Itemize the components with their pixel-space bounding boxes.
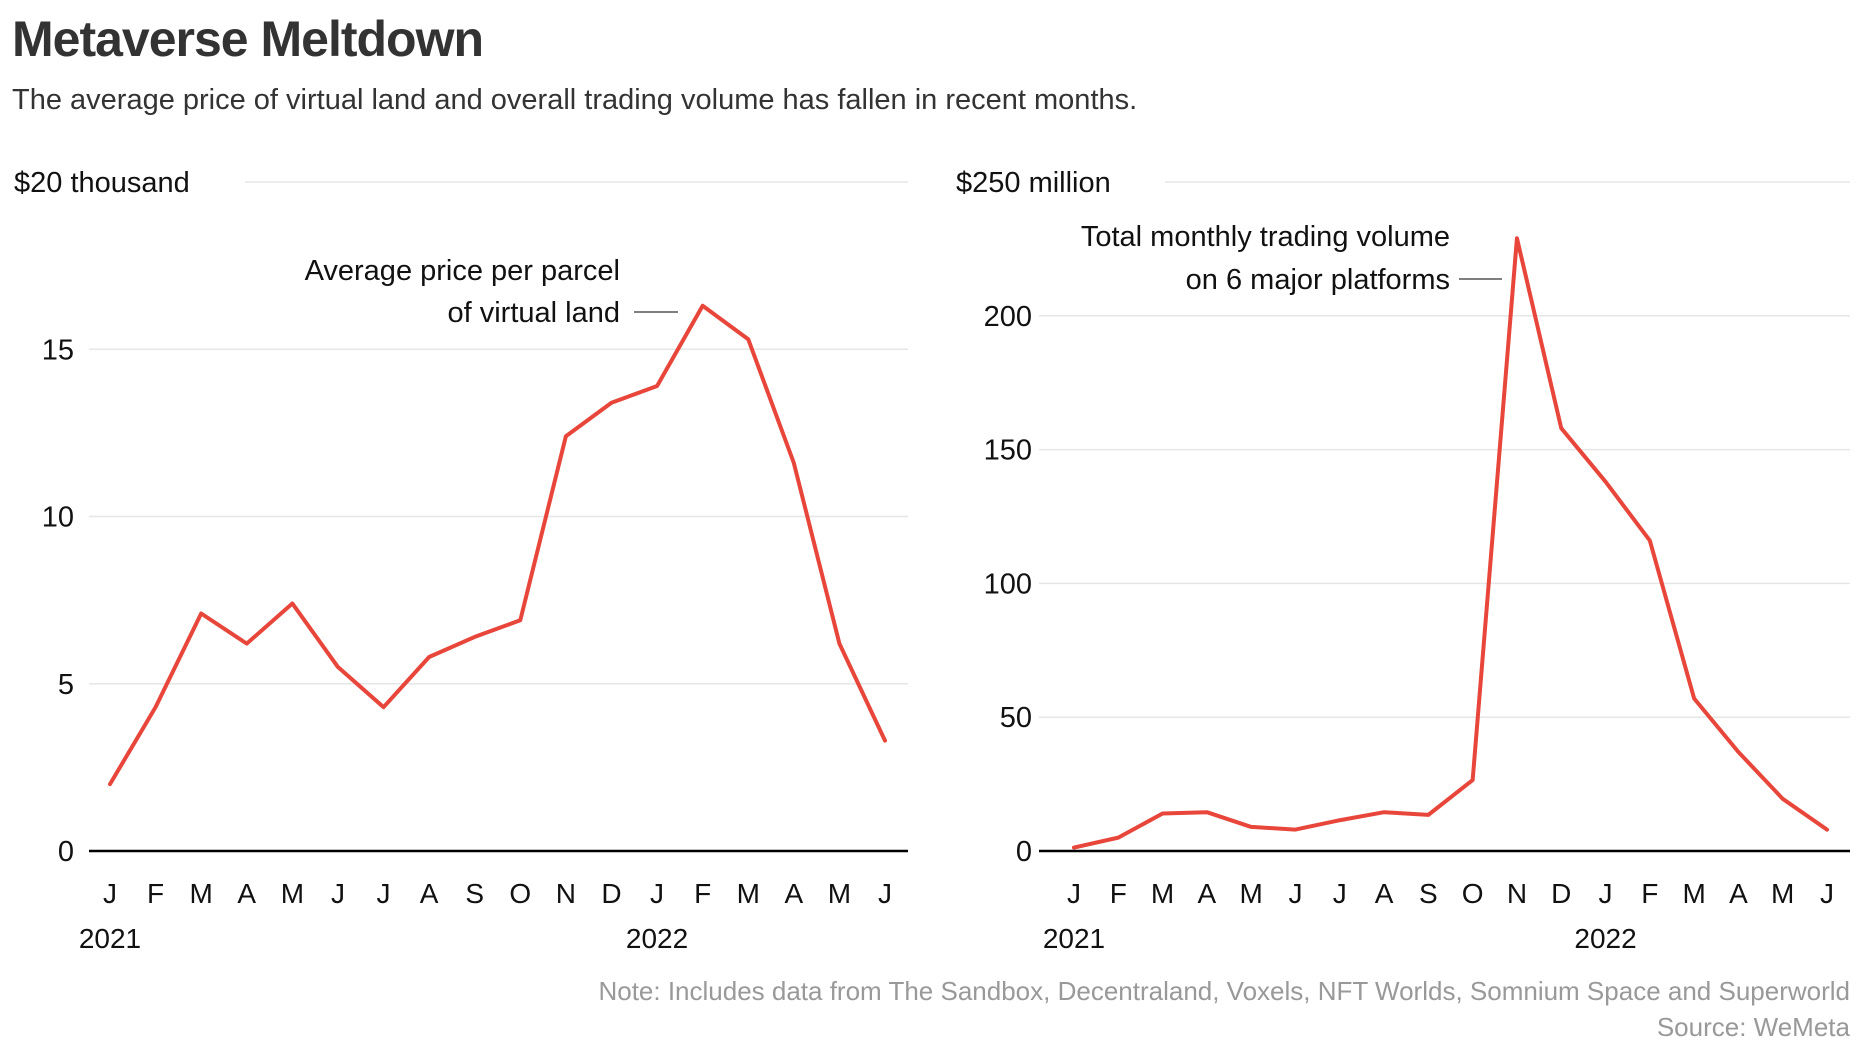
x-tick-label: S xyxy=(1419,878,1438,909)
x-tick-label: S xyxy=(465,878,484,909)
year-label: 2021 xyxy=(79,923,141,954)
x-tick-label: J xyxy=(1599,878,1613,909)
x-tick-label: A xyxy=(1729,878,1748,909)
y-tick-label: 100 xyxy=(984,568,1032,600)
y-tick-label: 200 xyxy=(984,301,1032,333)
y-tick-label: 0 xyxy=(58,836,74,868)
annotation-line-1: Total monthly trading volume xyxy=(1081,221,1450,253)
x-tick-label: J xyxy=(1333,878,1347,909)
x-tick-label: M xyxy=(1682,878,1705,909)
x-tick-label: J xyxy=(1820,878,1834,909)
x-tick-label: A xyxy=(1375,878,1394,909)
x-tick-label: M xyxy=(1240,878,1263,909)
y-tick-label: 150 xyxy=(984,435,1032,467)
x-tick-label: F xyxy=(1110,878,1127,909)
x-tick-label: M xyxy=(190,878,213,909)
x-tick-label: N xyxy=(1507,878,1527,909)
x-tick-label: D xyxy=(601,878,621,909)
chart-title: Metaverse Meltdown xyxy=(12,11,484,67)
x-tick-label: J xyxy=(377,878,391,909)
x-tick-label: F xyxy=(694,878,711,909)
annotation-line-2: of virtual land xyxy=(448,297,621,329)
series-line xyxy=(1072,236,1829,850)
note: Note: Includes data from The Sandbox, De… xyxy=(598,976,1850,1006)
x-tick-label: M xyxy=(1771,878,1794,909)
chart-subtitle: The average price of virtual land and ov… xyxy=(12,84,1138,116)
x-tick-label: A xyxy=(237,878,256,909)
x-tick-label: O xyxy=(509,878,531,909)
x-tick-label: M xyxy=(1151,878,1174,909)
x-tick-label: O xyxy=(1462,878,1484,909)
x-tick-label: F xyxy=(1641,878,1658,909)
source: Source: WeMeta xyxy=(1656,1012,1850,1042)
y-tick-label: $20 thousand xyxy=(14,167,190,199)
annotation-line-2: on 6 major platforms xyxy=(1186,264,1450,296)
x-tick-label: J xyxy=(103,878,117,909)
y-tick-label: 50 xyxy=(1000,702,1032,734)
x-tick-label: J xyxy=(1288,878,1302,909)
y-tick-label: 0 xyxy=(1016,836,1032,868)
annotation-line-1: Average price per parcel xyxy=(305,255,620,287)
x-tick-label: J xyxy=(878,878,892,909)
x-tick-label: M xyxy=(828,878,851,909)
x-tick-label: M xyxy=(281,878,304,909)
x-tick-label: J xyxy=(650,878,664,909)
x-tick-label: N xyxy=(556,878,576,909)
x-tick-label: D xyxy=(1551,878,1571,909)
x-tick-label: A xyxy=(784,878,803,909)
y-tick-label: 15 xyxy=(42,334,74,366)
y-tick-label: 5 xyxy=(58,669,74,701)
x-tick-label: F xyxy=(147,878,164,909)
year-label: 2021 xyxy=(1043,923,1105,954)
x-tick-label: J xyxy=(331,878,345,909)
year-label: 2022 xyxy=(1574,923,1636,954)
year-label: 2022 xyxy=(626,923,688,954)
x-tick-label: J xyxy=(1067,878,1081,909)
x-tick-label: A xyxy=(420,878,439,909)
x-tick-label: A xyxy=(1198,878,1217,909)
y-tick-label: 10 xyxy=(42,502,74,534)
series-line xyxy=(108,303,887,787)
y-tick-label: $250 million xyxy=(956,167,1111,199)
x-tick-label: M xyxy=(737,878,760,909)
